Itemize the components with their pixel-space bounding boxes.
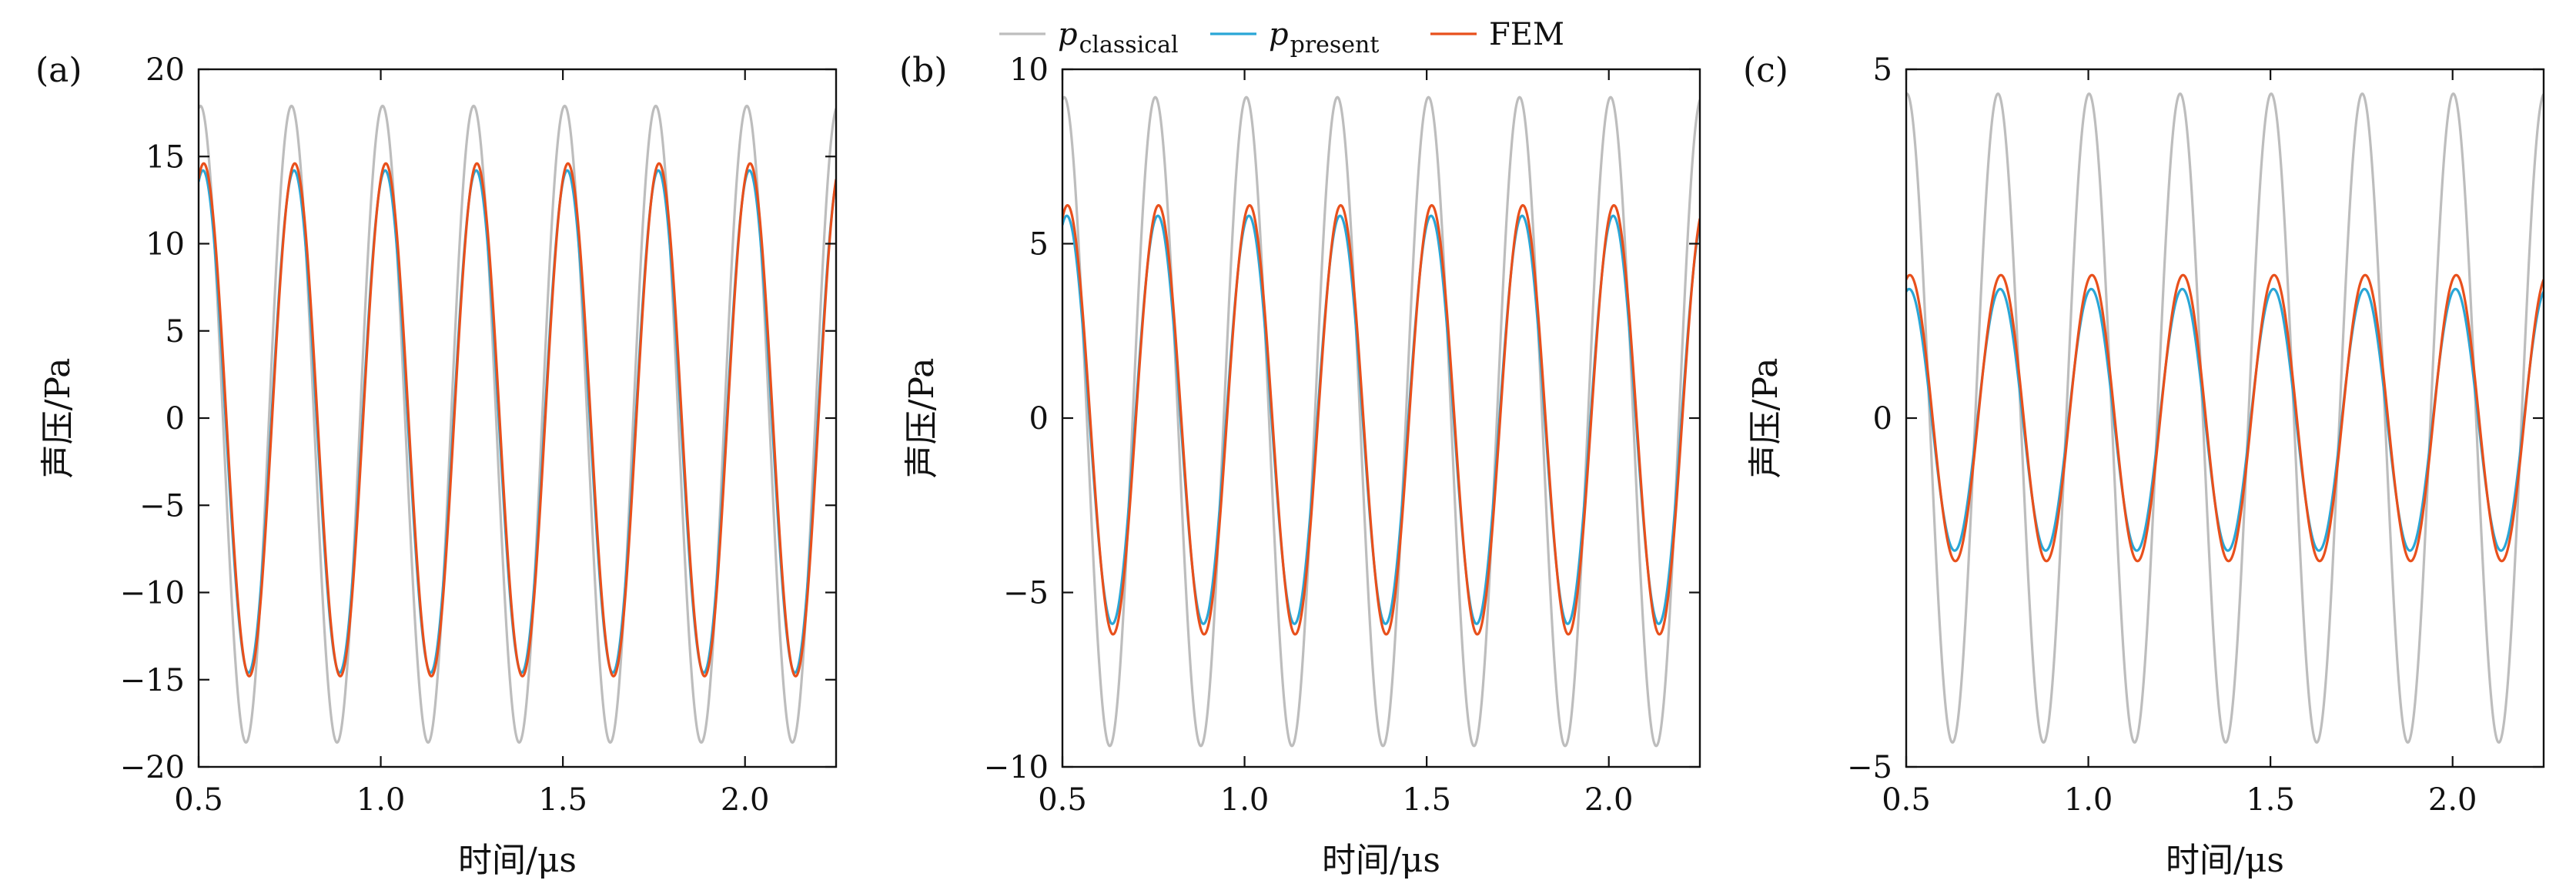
y-tick-label: 0 — [1873, 401, 1892, 437]
y-tick-label: −20 — [120, 750, 185, 785]
series-group — [199, 104, 836, 744]
y-tick-label: 0 — [1029, 401, 1049, 437]
series-line-p-classical — [1906, 92, 2544, 744]
x-tick-label: 2.0 — [2428, 782, 2477, 818]
legend-item-3: FEM — [1430, 17, 1564, 52]
legend-label: ppresent — [1269, 17, 1379, 59]
panel-label: (a) — [35, 51, 82, 90]
x-tick-label: 0.5 — [1882, 782, 1931, 818]
y-tick-label: −10 — [984, 750, 1049, 785]
legend-var: p — [1269, 17, 1289, 52]
y-tick-label: −15 — [120, 663, 185, 698]
series-line-p-present — [199, 169, 836, 674]
panel-label: (c) — [1743, 51, 1788, 90]
series-line-p-present — [1062, 214, 1700, 625]
legend-var: p — [1058, 17, 1078, 52]
y-axis-label: 声压/Pa — [1746, 358, 1785, 479]
legend-sub: classical — [1079, 32, 1179, 59]
panels: 0.5 1.0 1.5 2.0 −20 −15 −10 −5 0 5 10 15 20 时间/μs 声压/P… — [35, 51, 2545, 880]
x-tick-label: 1.5 — [2246, 782, 2295, 818]
series-line-p-present — [1906, 287, 2544, 552]
y-tick-label: 10 — [1009, 52, 1049, 88]
y-axis-label: 声压/Pa — [38, 358, 78, 479]
legend-text: FEM — [1489, 17, 1564, 52]
y-tick-label: 0 — [166, 401, 185, 437]
y-tick-label: −5 — [139, 488, 185, 524]
y-tick-label: −5 — [1847, 750, 1892, 785]
series-line-FEM — [199, 162, 836, 678]
y-tick-label: 5 — [166, 314, 185, 350]
y-axis-label: 声压/Pa — [902, 358, 942, 479]
x-tick-label: 2.0 — [1584, 782, 1634, 818]
chart-panel-1: 0.5 1.0 1.5 2.0 −20 −15 −10 −5 0 5 10 15 20 时间/μs 声压/P… — [35, 51, 838, 880]
y-tick-label: −5 — [1003, 576, 1049, 611]
y-tick-label: 15 — [146, 139, 185, 175]
y-tick-label: 20 — [146, 52, 185, 88]
series-group — [1906, 92, 2544, 744]
chart-panel-3: 0.5 1.0 1.5 2.0 −5 0 5 时间/μs 声压/Pa (c) — [1743, 51, 2545, 880]
series-line-FEM — [1906, 273, 2544, 563]
x-tick-label: 0.5 — [174, 782, 223, 818]
series-group — [1062, 95, 1700, 748]
legend-item-1: pclassical — [999, 17, 1179, 59]
axes-frame — [1905, 68, 2545, 768]
x-tick-label: 1.0 — [1220, 782, 1270, 818]
x-tick-label: 0.5 — [1038, 782, 1087, 818]
legend-sub: present — [1290, 32, 1380, 59]
y-tick-label: 5 — [1873, 52, 1892, 88]
x-tick-label: 1.0 — [356, 782, 406, 818]
axes-frame — [1061, 68, 1701, 768]
x-axis-label: 时间/μs — [2166, 841, 2284, 880]
x-tick-label: 2.0 — [721, 782, 770, 818]
x-tick-label: 1.0 — [2064, 782, 2113, 818]
legend-item-2: ppresent — [1210, 17, 1379, 59]
panel-label: (b) — [899, 51, 948, 90]
legend-label: pclassical — [1058, 17, 1179, 59]
chart-panel-2: 0.5 1.0 1.5 2.0 −10 −5 0 5 10 时间/μs 声压/Pa (b) — [899, 51, 1701, 880]
y-tick-label: 5 — [1029, 227, 1049, 263]
x-tick-label: 1.5 — [1402, 782, 1451, 818]
x-axis-label: 时间/μs — [1322, 841, 1440, 880]
y-tick-label: 10 — [146, 227, 185, 263]
y-tick-label: −10 — [120, 576, 185, 611]
series-line-p-classical — [199, 104, 836, 744]
series-line-FEM — [1062, 204, 1700, 636]
x-tick-label: 1.5 — [538, 782, 587, 818]
legend-label: FEM — [1489, 17, 1564, 52]
x-axis-label: 时间/μs — [458, 841, 577, 880]
legend: pclassical ppresent FEM — [999, 17, 1564, 59]
series-line-p-classical — [1062, 95, 1700, 748]
